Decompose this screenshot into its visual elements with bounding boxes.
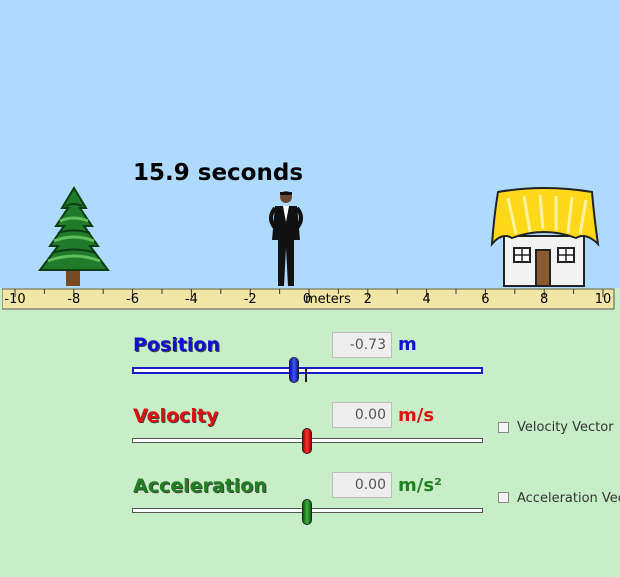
tree-icon xyxy=(38,186,110,286)
house-icon xyxy=(490,187,600,287)
position-label: Position xyxy=(133,334,220,356)
position-slider-thumb[interactable] xyxy=(289,357,299,383)
ruler-tick-label: 4 xyxy=(422,292,431,307)
position-value-field[interactable]: -0.73 xyxy=(332,332,392,358)
position-slider-track[interactable] xyxy=(132,367,483,374)
velocity-value-field[interactable]: 0.00 xyxy=(332,402,392,428)
ruler-tick-label: 8 xyxy=(540,292,549,307)
acceleration-label: Acceleration xyxy=(133,475,267,497)
ruler-tick-label: -10 xyxy=(4,292,26,307)
acceleration-vector-checkbox[interactable] xyxy=(498,492,509,503)
velocity-vector-checkbox[interactable] xyxy=(498,422,509,433)
ruler-tick-label: -6 xyxy=(126,292,140,307)
velocity-label: Velocity xyxy=(133,405,219,427)
ruler-tick-label: 6 xyxy=(481,292,490,307)
acceleration-unit: m/s² xyxy=(398,475,442,496)
position-ruler xyxy=(2,288,616,310)
ruler-ticks xyxy=(14,289,604,297)
ruler-unit-label: meters xyxy=(305,292,351,307)
acceleration-slider-thumb[interactable] xyxy=(302,499,312,525)
position-zero-marker xyxy=(305,368,307,382)
time-display: 15.9 seconds xyxy=(133,160,304,186)
person-figure-icon[interactable] xyxy=(266,188,306,288)
position-unit: m xyxy=(398,334,417,355)
ruler-tick-label: 0 xyxy=(302,292,312,307)
ruler-tick-label: -8 xyxy=(67,292,81,307)
ruler-tick-label: -4 xyxy=(184,292,198,307)
ruler-tick-label: 2 xyxy=(363,292,372,307)
velocity-vector-label[interactable]: Velocity Vector xyxy=(517,420,614,435)
velocity-slider-thumb[interactable] xyxy=(302,428,312,454)
ruler-tick-label: 10 xyxy=(594,292,612,307)
velocity-unit: m/s xyxy=(398,405,435,426)
acceleration-value-field[interactable]: 0.00 xyxy=(332,472,392,498)
acceleration-vector-label[interactable]: Acceleration Vector xyxy=(517,491,620,506)
ruler-tick-label: -2 xyxy=(243,292,257,307)
